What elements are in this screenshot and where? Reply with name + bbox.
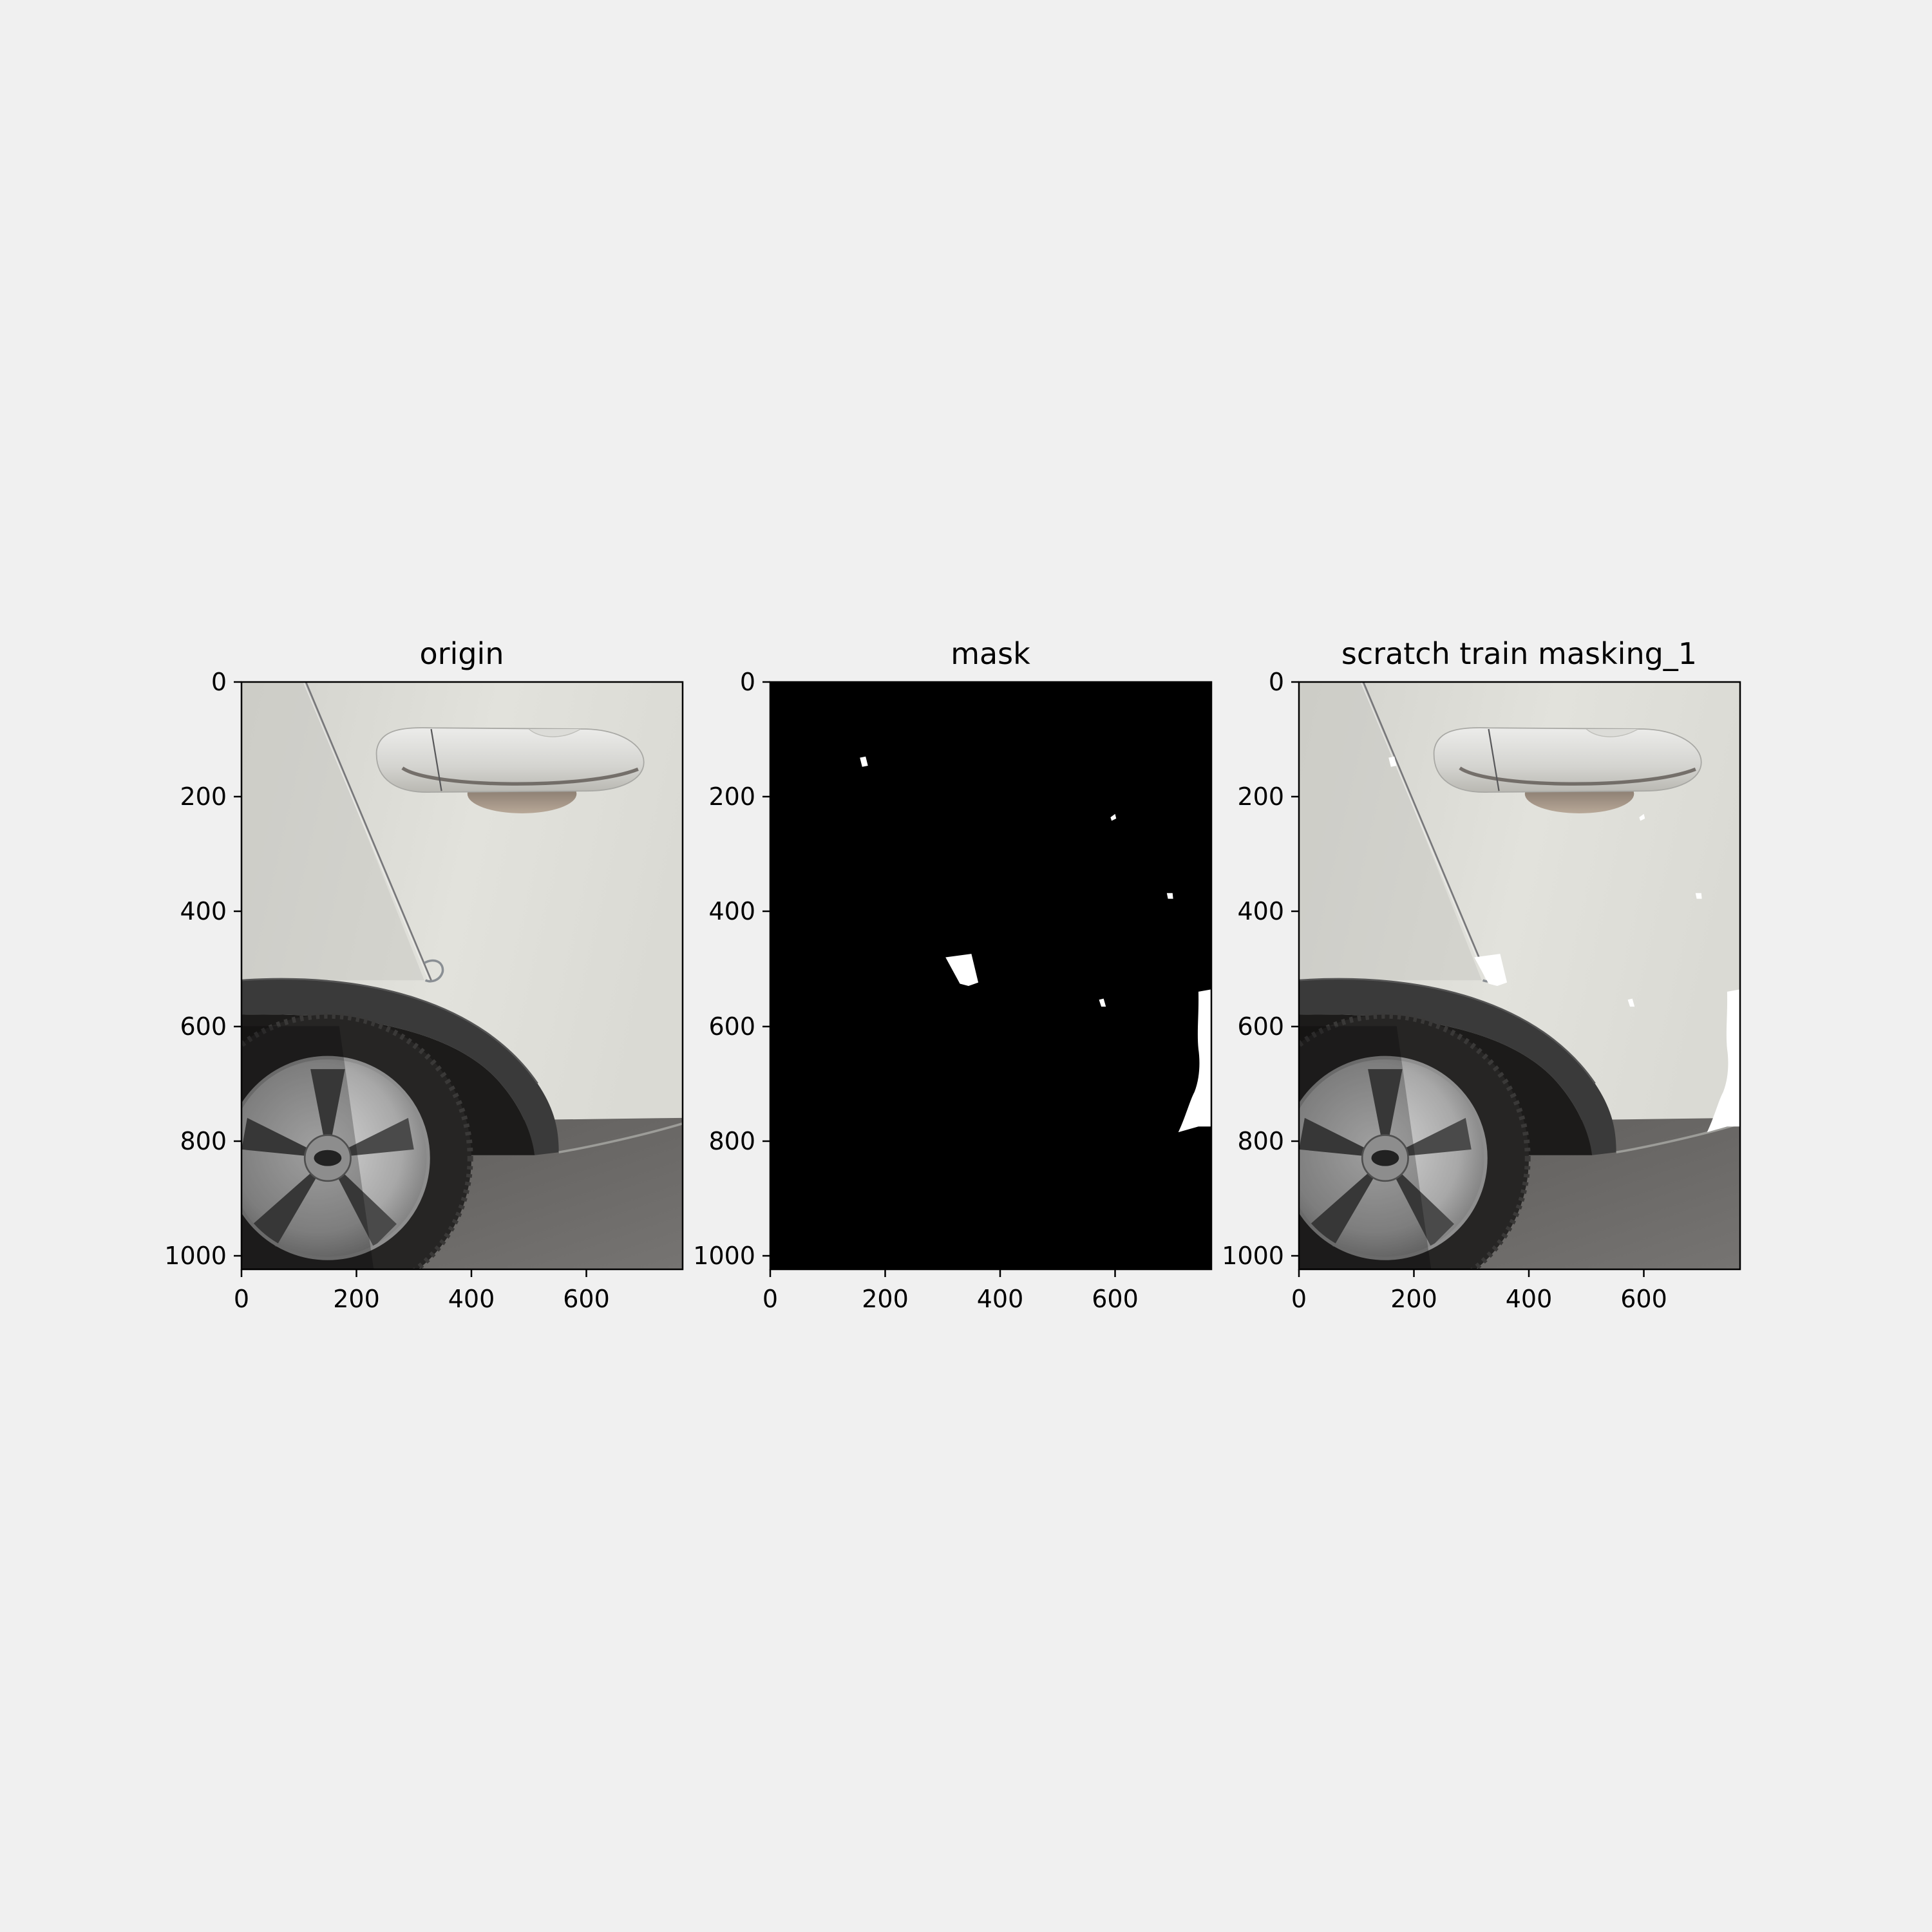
mask-image: [770, 682, 1211, 1269]
x-tick-label: 600: [1092, 1285, 1139, 1313]
y-tick-label: 200: [1237, 782, 1284, 811]
origin-image: [184, 682, 683, 1302]
y-tick-label: 400: [180, 897, 227, 925]
x-tick-label: 600: [563, 1285, 610, 1313]
y-tick-label: 800: [180, 1127, 227, 1155]
axes-frame: [1298, 681, 1741, 1271]
tick-marks: [1291, 681, 1645, 1277]
y-tick-label: 0: [1269, 668, 1284, 696]
overlay-image: [1242, 682, 1740, 1302]
x-tick-label: 400: [977, 1285, 1024, 1313]
panel-title: scratch train masking_1: [1341, 636, 1697, 671]
x-tick-label: 400: [1506, 1285, 1553, 1313]
y-tick-label: 1000: [1222, 1242, 1284, 1270]
x-tick-labels: 0 200 400 600: [1291, 1285, 1667, 1313]
y-tick-label: 0: [740, 668, 755, 696]
y-tick-labels: 0 200 400 600 800 1000: [164, 668, 227, 1270]
x-tick-label: 600: [1620, 1285, 1667, 1313]
tick-marks: [762, 681, 1116, 1277]
y-tick-label: 800: [708, 1127, 755, 1155]
x-tick-label: 0: [1291, 1285, 1307, 1313]
y-tick-label: 1000: [693, 1242, 755, 1270]
y-tick-label: 600: [180, 1012, 227, 1041]
axes-frame: [240, 681, 684, 1271]
y-tick-label: 0: [211, 668, 227, 696]
panel-title: mask: [951, 636, 1030, 671]
x-tick-label: 200: [333, 1285, 380, 1313]
x-tick-label: 200: [1390, 1285, 1437, 1313]
x-tick-label: 400: [448, 1285, 495, 1313]
y-tick-label: 400: [708, 897, 755, 925]
y-tick-label: 600: [1237, 1012, 1284, 1041]
y-tick-labels: 0 200 400 600 800 1000: [693, 668, 755, 1270]
y-tick-label: 400: [1237, 897, 1284, 925]
x-tick-labels: 0 200 400 600: [234, 1285, 610, 1313]
panel-title: origin: [420, 636, 504, 671]
y-tick-label: 800: [1237, 1127, 1284, 1155]
panel-overlay: scratch train masking_1 0 200 400 600: [1222, 636, 1741, 1313]
x-tick-label: 0: [234, 1285, 249, 1313]
x-tick-label: 0: [762, 1285, 778, 1313]
x-tick-labels: 0 200 400 600: [762, 1285, 1139, 1313]
panel-origin: origin 0 200 400 600 0 200: [164, 636, 684, 1313]
tick-marks: [234, 681, 587, 1277]
x-tick-label: 200: [862, 1285, 909, 1313]
y-tick-label: 200: [180, 782, 227, 811]
y-tick-label: 200: [708, 782, 755, 811]
panel-mask: mask 0 200 400 600 0 200: [693, 636, 1213, 1313]
y-tick-labels: 0 200 400 600 800 1000: [1222, 668, 1284, 1270]
y-tick-label: 600: [708, 1012, 755, 1041]
y-tick-label: 1000: [164, 1242, 227, 1270]
axes-frame: [769, 681, 1213, 1271]
